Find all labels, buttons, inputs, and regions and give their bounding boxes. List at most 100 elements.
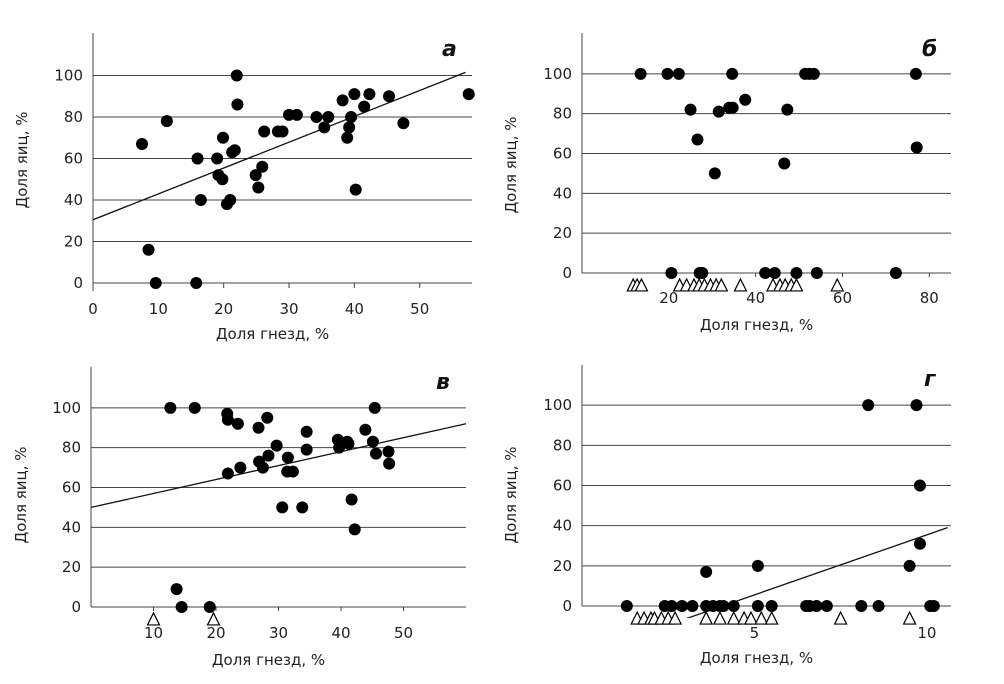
data-point	[462, 88, 475, 101]
x-tick-label: 20	[659, 289, 678, 307]
y-tick-label: 80	[553, 105, 572, 123]
data-point	[634, 67, 647, 80]
data-point	[345, 111, 358, 123]
data-point	[665, 267, 678, 279]
data-point	[349, 183, 362, 196]
data-point-triangle	[634, 277, 649, 292]
data-point-triangle	[733, 277, 748, 292]
data-point	[286, 465, 299, 478]
data-point	[810, 267, 823, 279]
data-point	[862, 399, 875, 412]
y-tick-label: 80	[553, 436, 572, 454]
data-point	[345, 493, 358, 506]
data-point	[768, 267, 781, 279]
x-tick-label: 40	[331, 624, 350, 642]
data-point	[676, 600, 689, 612]
data-point-triangle	[714, 277, 729, 292]
y-tick-label: 100	[54, 67, 83, 85]
data-point-triangle	[789, 277, 804, 292]
data-point	[751, 600, 764, 612]
x-tick-label: 40	[746, 289, 765, 307]
y-tick-label: 40	[64, 191, 83, 209]
data-point	[310, 111, 323, 123]
data-point	[211, 152, 224, 165]
data-point	[228, 144, 241, 157]
data-point	[810, 600, 823, 612]
x-tick-label: 30	[269, 624, 288, 642]
y-tick-label: 100	[52, 399, 81, 417]
data-point	[903, 559, 916, 572]
data-point	[359, 423, 372, 436]
data-point	[727, 600, 740, 612]
data-point	[270, 439, 283, 452]
data-point	[175, 601, 188, 613]
y-tick-label: 60	[62, 479, 81, 497]
data-point	[221, 467, 234, 480]
y-tick-label: 80	[64, 108, 83, 126]
data-point	[322, 111, 335, 123]
data-point	[751, 559, 764, 572]
data-point	[778, 157, 791, 170]
y-tick-label: 0	[562, 597, 572, 615]
data-point	[281, 451, 294, 464]
data-point	[136, 137, 149, 150]
data-point	[261, 411, 274, 424]
y-tick-label: 80	[62, 439, 81, 457]
x-tick-label: 50	[394, 624, 413, 642]
data-point	[765, 600, 778, 612]
panel-letter: а	[442, 37, 457, 62]
data-point	[160, 115, 173, 128]
data-point	[300, 443, 313, 456]
data-point	[781, 103, 794, 116]
y-tick-label: 40	[553, 184, 572, 202]
data-point	[620, 600, 633, 612]
data-point	[927, 600, 940, 612]
data-point	[348, 523, 361, 536]
x-axis-title: Доля гнезд, %	[700, 649, 813, 667]
x-tick-label: 5	[750, 624, 760, 642]
data-point	[256, 461, 269, 474]
data-point	[368, 401, 381, 414]
data-point	[739, 93, 752, 106]
data-point	[343, 121, 356, 134]
y-tick-label: 60	[553, 477, 572, 495]
x-tick-label: 20	[214, 300, 233, 318]
x-tick-label: 10	[917, 624, 936, 642]
data-point-triangle	[902, 610, 917, 625]
data-point	[913, 537, 926, 550]
data-point-triangle	[764, 610, 779, 625]
panel-letter: б	[922, 37, 937, 62]
data-point-triangle	[830, 277, 845, 292]
y-tick-label: 100	[543, 65, 572, 83]
y-tick-label: 60	[64, 150, 83, 168]
data-point	[300, 425, 313, 438]
y-tick-label: 40	[62, 518, 81, 536]
y-tick-label: 0	[71, 598, 81, 616]
data-point	[252, 181, 265, 194]
data-point	[872, 600, 885, 612]
data-point	[170, 583, 183, 596]
y-tick-label: 20	[553, 557, 572, 575]
data-point	[342, 437, 355, 450]
x-tick-label: 20	[206, 624, 225, 642]
data-point	[216, 173, 229, 186]
data-point-triangle	[668, 610, 683, 625]
data-point	[726, 101, 739, 114]
data-point	[807, 67, 820, 80]
y-tick-label: 60	[553, 145, 572, 163]
data-point	[910, 141, 923, 154]
data-point	[252, 421, 265, 434]
data-point	[889, 267, 902, 279]
data-point-triangle	[699, 610, 714, 625]
x-tick-label: 80	[920, 289, 939, 307]
data-point	[217, 131, 230, 144]
data-point	[726, 67, 739, 80]
data-point	[276, 501, 289, 514]
y-tick-label: 0	[562, 264, 572, 282]
trendline	[93, 71, 466, 221]
data-point	[188, 401, 201, 414]
data-point-triangle	[146, 611, 161, 626]
x-tick-label: 0	[88, 300, 98, 318]
x-tick-label: 10	[144, 624, 163, 642]
